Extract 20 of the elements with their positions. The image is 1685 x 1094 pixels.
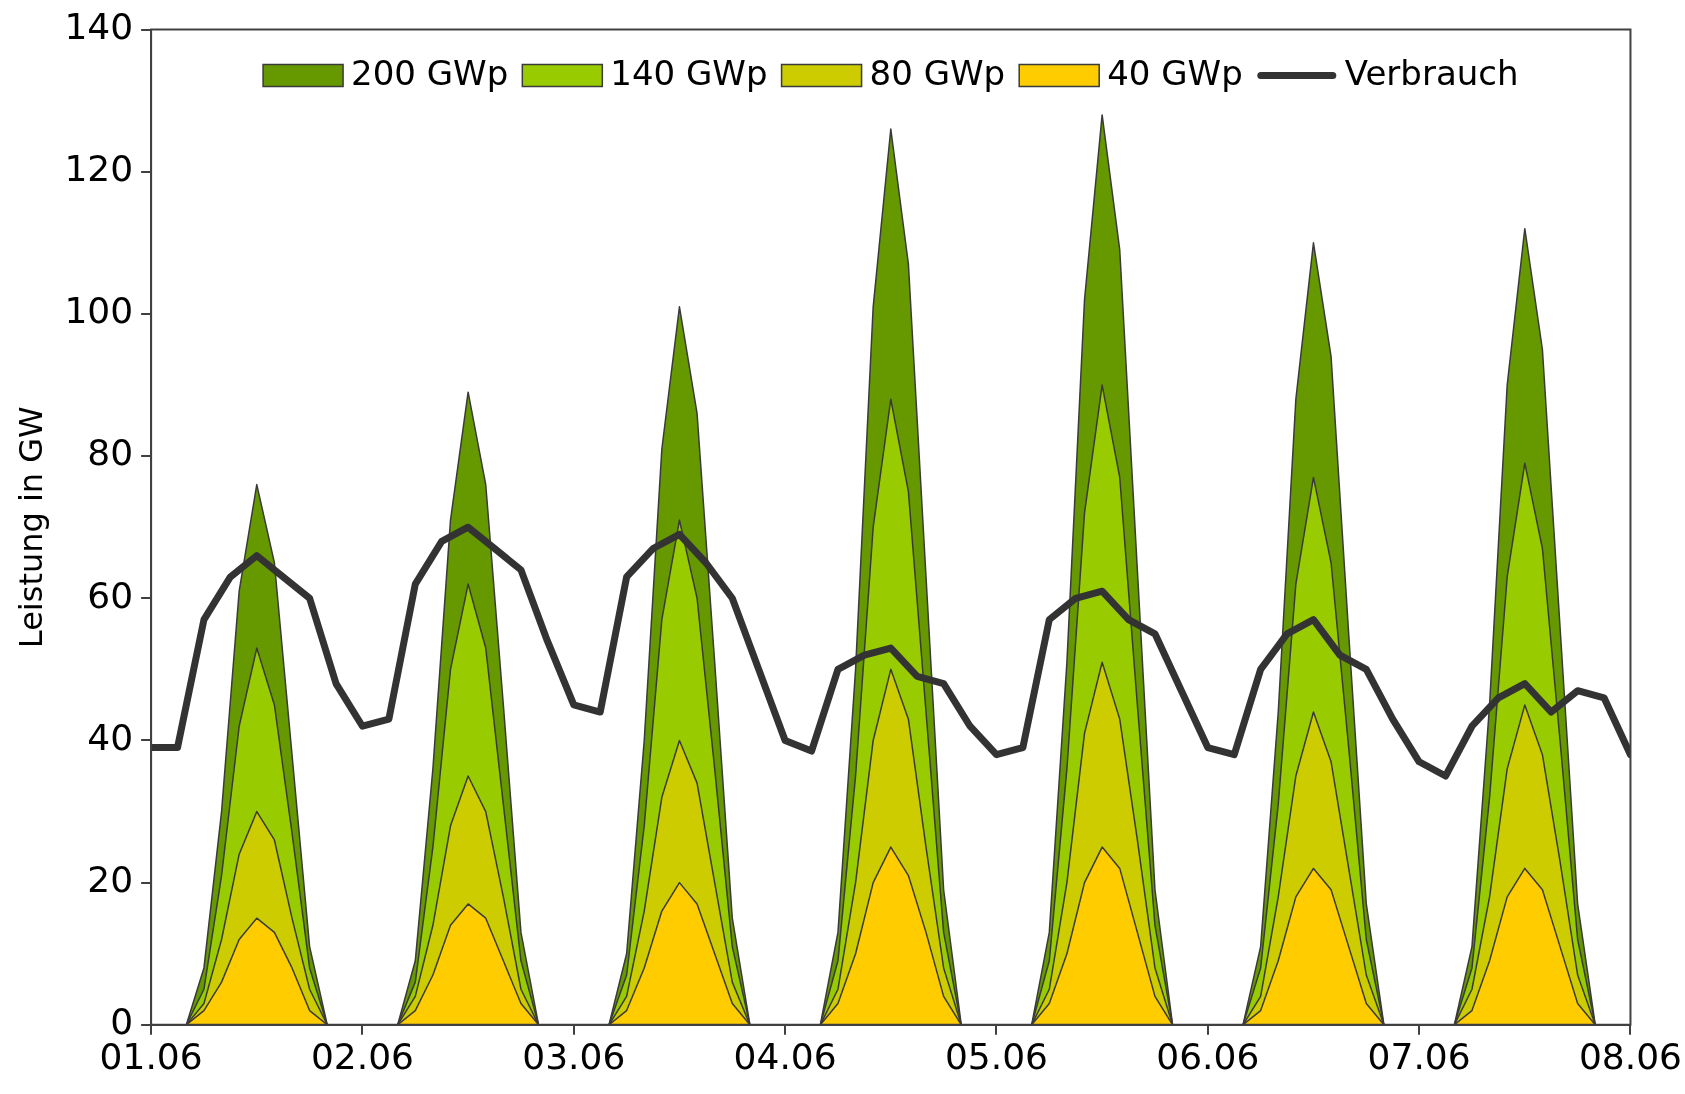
x-tick-label: 06.06 xyxy=(1156,1035,1260,1077)
y-tick-label: 140 xyxy=(64,5,134,47)
y-tick-label: 80 xyxy=(87,432,134,474)
legend-label: 80 GWp xyxy=(869,53,1006,94)
x-tick-label: 07.06 xyxy=(1367,1035,1471,1077)
legend-label: 200 GWp xyxy=(351,53,509,94)
y-tick-label: 40 xyxy=(87,716,134,758)
x-tick-label: 08.06 xyxy=(1578,1035,1682,1077)
x-tick-label: 03.06 xyxy=(522,1035,626,1077)
legend-label: 140 GWp xyxy=(610,53,768,94)
legend-label: 40 GWp xyxy=(1107,53,1243,94)
y-axis-title: Leistung in GW xyxy=(11,406,50,649)
x-tick-label: 04.06 xyxy=(733,1035,837,1077)
x-tick-label: 05.06 xyxy=(944,1035,1048,1077)
y-tick-label: 20 xyxy=(87,858,134,900)
x-tick-label: 02.06 xyxy=(310,1035,414,1077)
y-tick-label: 120 xyxy=(64,148,134,190)
y-tick-label: 100 xyxy=(64,290,134,332)
legend-label: Verbrauch xyxy=(1344,53,1519,94)
y-tick-label: 60 xyxy=(87,574,134,616)
